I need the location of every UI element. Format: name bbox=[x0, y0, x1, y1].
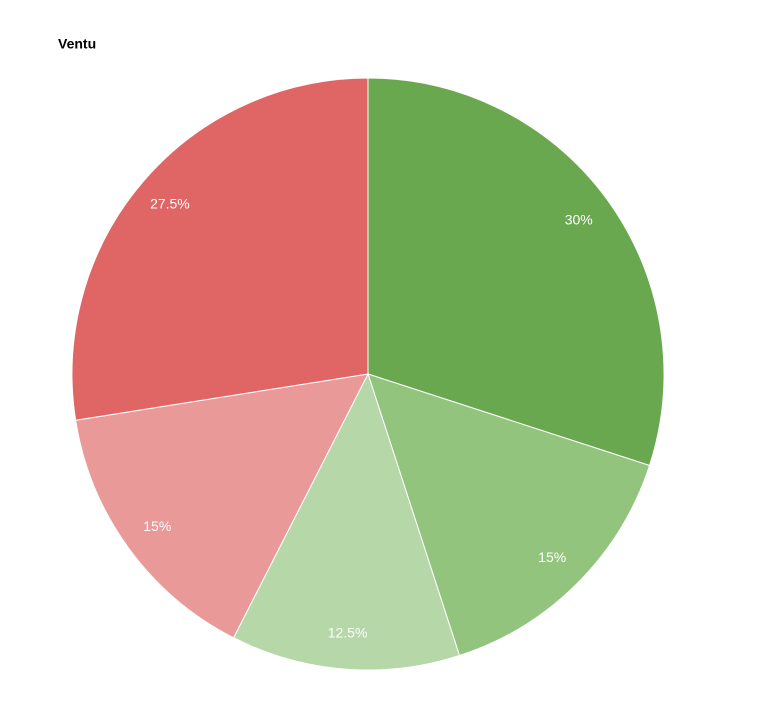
chart-title: Ventu bbox=[58, 36, 96, 52]
pie-slice bbox=[232, 372, 461, 671]
slice-label: 15% bbox=[143, 518, 171, 534]
slice-label: 27.5% bbox=[150, 196, 190, 212]
slice-label: 12.5% bbox=[328, 624, 368, 640]
slice-label: 15% bbox=[538, 549, 566, 565]
pie-slice bbox=[367, 77, 665, 467]
pie-slice bbox=[71, 77, 369, 421]
slice-label: 30% bbox=[565, 212, 593, 228]
pie-slice bbox=[367, 373, 651, 657]
pie-slice bbox=[75, 373, 369, 639]
